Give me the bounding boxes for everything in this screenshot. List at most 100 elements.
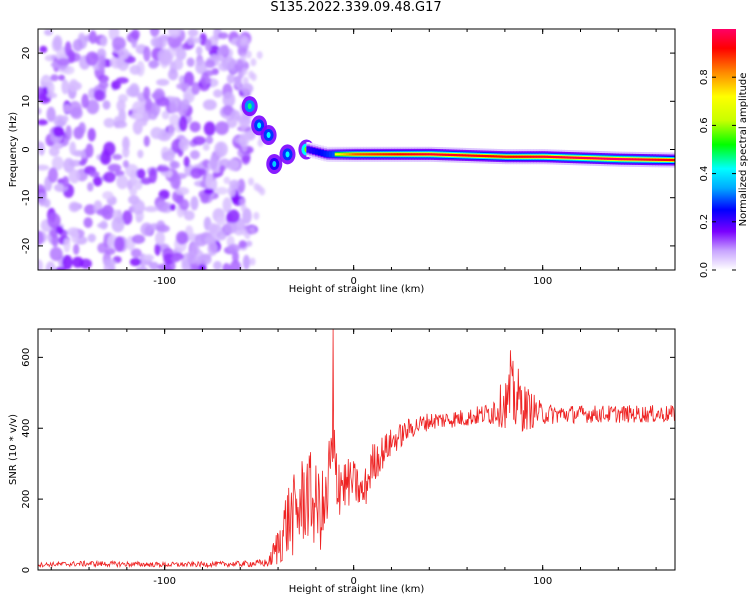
signal-track-segment <box>354 153 359 156</box>
signal-track-segment <box>346 153 350 156</box>
signal-track-segment <box>425 153 429 156</box>
signal-track-segment <box>507 155 512 158</box>
noise-blob <box>240 53 247 62</box>
noise-blob <box>238 240 247 249</box>
noise-blob <box>151 92 164 100</box>
noise-blob <box>222 105 234 117</box>
noise-blob <box>248 70 255 79</box>
signal-track-segment <box>646 158 651 161</box>
noise-blob <box>205 135 214 145</box>
noise-blob <box>222 91 236 108</box>
noise-blob <box>85 143 94 158</box>
signal-track-segment <box>371 153 376 156</box>
signal-track-segment <box>612 157 617 161</box>
colorbar-tick-label: 0.2 <box>699 214 710 230</box>
noise-blob <box>69 141 77 155</box>
signal-track-segment <box>408 153 412 156</box>
snr-y-tick-label: 600 <box>21 348 32 367</box>
noise-blob <box>257 138 264 147</box>
snr-y-label: SNR (10 * v/v) <box>8 414 19 485</box>
noise-blob <box>154 243 161 256</box>
noise-blob <box>215 121 229 136</box>
noise-blob <box>203 188 214 195</box>
noise-blob <box>58 74 65 81</box>
signal-blob-peak <box>285 151 290 158</box>
noise-blob <box>227 243 241 253</box>
signal-track-segment <box>334 153 339 156</box>
noise-blob <box>129 64 141 75</box>
signal-track-segment <box>479 154 483 158</box>
spectrogram-y-tick-label: 20 <box>21 47 32 60</box>
signal-track-segment <box>581 156 585 160</box>
signal-track-segment <box>343 153 347 156</box>
signal-track-segment <box>502 155 506 158</box>
noise-blob <box>155 96 170 107</box>
noise-blob <box>83 217 93 228</box>
noise-blob <box>104 248 116 255</box>
noise-blob <box>103 117 115 128</box>
figure-title: S135.2022.339.09.48.G17 <box>270 0 442 15</box>
noise-blob <box>72 256 84 268</box>
noise-blob <box>249 226 256 235</box>
noise-blob <box>240 122 247 131</box>
noise-blob <box>229 260 242 270</box>
noise-blob <box>219 165 226 172</box>
noise-blob <box>226 158 240 171</box>
signal-blob-peak <box>257 122 262 129</box>
signal-track-segment <box>669 158 673 162</box>
noise-blob <box>203 121 216 136</box>
noise-blob <box>222 263 231 270</box>
noise-blob <box>197 254 212 266</box>
signal-track-segment <box>567 156 571 159</box>
signal-track-segment <box>374 153 378 156</box>
noise-blob <box>205 77 212 85</box>
noise-blob <box>51 156 64 171</box>
noise-blob <box>125 86 140 98</box>
noise-blob <box>161 110 170 120</box>
noise-blob <box>154 231 166 246</box>
spectrogram-y-tick-label: -20 <box>21 238 32 254</box>
noise-blob <box>131 199 145 215</box>
signal-track-segment <box>621 158 625 161</box>
noise-blob <box>232 250 239 263</box>
noise-blob <box>170 161 180 169</box>
noise-blob <box>140 222 154 237</box>
colorbar: 0.0 0.2 0.4 0.6 0.8 Normalized spectral ampl… <box>699 29 749 278</box>
noise-blob <box>98 74 109 83</box>
noise-blob <box>248 177 255 186</box>
noise-blob <box>86 99 100 115</box>
noise-blob <box>190 167 203 179</box>
noise-blob <box>150 127 164 140</box>
signal-track-segment <box>445 153 449 156</box>
signal-track-segment <box>357 153 361 156</box>
signal-track-segment <box>442 153 446 156</box>
noise-blob <box>156 78 170 86</box>
noise-blob <box>72 39 83 52</box>
noise-blob <box>186 250 196 265</box>
noise-blob <box>132 120 143 135</box>
snr-x-label: Height of straight line (km) <box>289 584 425 595</box>
signal-track-segment <box>541 155 546 158</box>
snr-x-tick-label: 0 <box>350 576 356 587</box>
signal-track-segment <box>513 155 517 158</box>
snr-x-tick-label: -100 <box>153 576 176 587</box>
signal-track-segment <box>561 156 565 159</box>
signal-track-segment <box>422 153 427 156</box>
signal-track-segment <box>323 150 327 157</box>
noise-blob <box>202 143 210 151</box>
noise-blob <box>192 37 202 44</box>
signal-track-segment <box>558 156 563 159</box>
noise-blob <box>176 82 190 90</box>
noise-blob <box>204 38 212 52</box>
noise-blob <box>241 144 248 153</box>
snr-line-group <box>38 329 675 569</box>
signal-track-segment <box>431 153 435 156</box>
noise-blob <box>48 167 58 183</box>
noise-blob <box>68 78 79 92</box>
noise-blob <box>52 35 63 51</box>
noise-blob <box>68 201 80 213</box>
signal-track-segment <box>595 157 600 160</box>
noise-blob <box>140 177 152 185</box>
